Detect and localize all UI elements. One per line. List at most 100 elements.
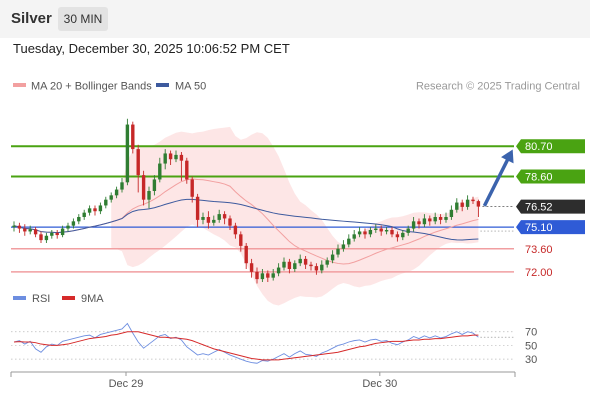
timeframe-button[interactable]: 30 MIN (58, 7, 108, 31)
candle-body (401, 232, 405, 238)
candle-body (406, 228, 410, 233)
level-label-78.60: 78.60 (525, 172, 553, 184)
candle-62 (347, 234, 351, 248)
candle-4 (33, 227, 38, 238)
candle-body (104, 199, 108, 206)
candle-body (109, 195, 113, 200)
level-label-80.70: 80.70 (525, 141, 553, 153)
candle-body (255, 271, 259, 280)
candle-10 (66, 222, 70, 232)
candle-body (163, 153, 167, 164)
candle-29 (168, 150, 173, 165)
candle-body (336, 248, 340, 255)
candle-38 (217, 209, 221, 223)
candle-body (320, 264, 324, 271)
candle-46 (260, 269, 265, 282)
candle-body (217, 214, 221, 220)
candle-36 (206, 211, 211, 229)
candle-body (77, 217, 81, 222)
rsi-tick-50: 50 (525, 340, 537, 352)
candle-body (190, 179, 194, 197)
candle-body (379, 228, 383, 232)
candle-7 (50, 230, 54, 239)
candle-63 (352, 230, 356, 242)
rsi-tick-30: 30 (525, 354, 537, 366)
candle-body (185, 160, 189, 180)
candle-86 (476, 199, 481, 217)
copyright-text: Research © 2025 Trading Central (416, 81, 580, 93)
candle-body (298, 258, 302, 264)
candle-12 (77, 214, 81, 225)
candle-body (212, 219, 216, 223)
candle-body (33, 229, 38, 235)
candle-19 (114, 186, 119, 199)
candle-44 (249, 258, 254, 278)
candle-body (152, 179, 157, 191)
candle-83 (460, 199, 464, 212)
legend-swatch-9ma (62, 296, 75, 300)
candle-body (314, 266, 319, 271)
candle-37 (212, 215, 216, 226)
candle-body (28, 229, 32, 232)
candle-14 (87, 205, 92, 216)
legend-swatch-ma20 (13, 83, 26, 87)
candle-body (131, 124, 135, 150)
candle-9 (60, 225, 65, 238)
candle-body (136, 149, 140, 176)
rsi-tick-70: 70 (525, 327, 537, 339)
candle-body (374, 228, 378, 230)
candle-54 (303, 256, 308, 269)
rsi-9ma-line (13, 331, 479, 361)
candle-body (341, 244, 346, 249)
candle-body (174, 154, 178, 160)
candle-body (471, 199, 475, 202)
rsi-line (13, 322, 479, 364)
candle-26 (152, 175, 157, 196)
candle-body (449, 209, 454, 217)
candle-body (249, 263, 254, 272)
candle-41 (233, 222, 238, 239)
candle-45 (255, 267, 259, 284)
instrument-title: Silver (11, 10, 52, 27)
candle-body (17, 225, 22, 229)
candle-body (55, 232, 59, 236)
last-price-tag (516, 199, 585, 214)
moving-averages (13, 178, 479, 265)
candle-body (303, 258, 308, 265)
candle-body (168, 153, 173, 160)
candle-42 (239, 231, 243, 252)
candle-body (114, 189, 119, 196)
candle-56 (314, 263, 319, 275)
candle-28 (163, 149, 167, 170)
candle-23 (136, 144, 140, 193)
candle-2 (23, 224, 27, 236)
candle-20 (120, 178, 124, 193)
candle-6 (44, 232, 49, 243)
candle-47 (266, 270, 270, 282)
candle-51 (287, 258, 292, 274)
candle-body (347, 238, 351, 245)
candle-body (352, 234, 356, 239)
candle-body (66, 225, 70, 229)
candle-body (384, 230, 389, 232)
legend-9ma-label: 9MA (81, 293, 104, 305)
candle-74 (411, 217, 416, 232)
candle-body (460, 202, 464, 207)
candle-body (120, 182, 124, 190)
candle-body (444, 217, 448, 220)
legend-ma50-label: MA 50 (175, 81, 206, 93)
legend-swatch-ma50 (156, 83, 169, 87)
candle-body (428, 218, 432, 222)
candle-71 (395, 231, 400, 242)
candle-body (287, 261, 292, 269)
chart-datetime: Tuesday, December 30, 2025 10:06:52 PM C… (13, 41, 290, 56)
candle-49 (276, 263, 281, 277)
candle-body (125, 124, 130, 183)
candle-body (179, 154, 184, 161)
candle-body (44, 235, 49, 241)
candle-body (433, 217, 437, 222)
candle-body (422, 218, 427, 225)
candle-80 (444, 212, 448, 223)
candle-78 (433, 212, 437, 225)
